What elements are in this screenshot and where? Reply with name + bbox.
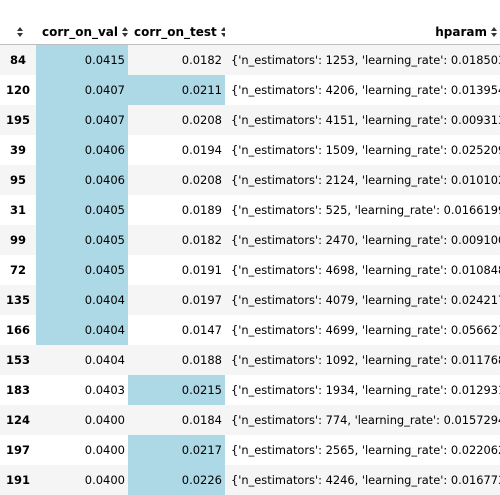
cell-hparam: {'n_estimators': 525, 'learning_rate': 0… [231, 202, 500, 217]
column-header-corr-on-test[interactable]: corr_on_test [128, 19, 225, 45]
row-index: 39 [9, 142, 26, 157]
cell-hparam: {'n_estimators': 1253, 'learning_rate': … [231, 52, 500, 67]
table-row: 31 0.0405 0.0189 {'n_estimators': 525, 'lea… [0, 194, 500, 225]
index-column-header[interactable] [0, 19, 36, 45]
cell-corr-on-val: 0.0407 [36, 104, 128, 135]
cell-corr-on-val: 0.0404 [84, 352, 125, 367]
column-header-label: corr_on_val [42, 24, 119, 39]
cell-corr-on-val: 0.0405 [36, 224, 128, 255]
column-header-corr-on-val[interactable]: corr_on_val [36, 19, 128, 45]
row-index: 120 [5, 82, 30, 97]
table-row: 120 0.0407 0.0211 {'n_estimators': 4206, 'l… [0, 74, 500, 105]
cell-corr-on-test: 0.0215 [128, 374, 225, 405]
cell-hparam: {'n_estimators': 2124, 'learning_rate': … [231, 172, 500, 187]
cell-corr-on-test: 0.0226 [128, 464, 225, 495]
table-row: 84 0.0415 0.0182 {'n_estimators': 1253, 'le… [0, 44, 500, 75]
cell-corr-on-val: 0.0406 [36, 134, 128, 165]
cell-corr-on-val: 0.0403 [84, 382, 125, 397]
cell-hparam: {'n_estimators': 4699, 'learning_rate': … [231, 322, 500, 337]
table-row: 124 0.0400 0.0184 {'n_estimators': 774, 'le… [0, 404, 500, 435]
column-header-hparam[interactable]: hparam [225, 19, 500, 45]
cell-corr-on-val: 0.0407 [36, 74, 128, 105]
table-body: 84 0.0415 0.0182 {'n_estimators': 1253, 'le… [0, 44, 500, 495]
row-index: 135 [5, 292, 30, 307]
column-header-label: hparam [435, 24, 487, 39]
cell-corr-on-test: 0.0188 [181, 352, 222, 367]
cell-hparam: {'n_estimators': 1509, 'learning_rate': … [231, 142, 500, 157]
row-index: 166 [5, 322, 30, 337]
table-row: 153 0.0404 0.0188 {'n_estimators': 1092, 'l… [0, 344, 500, 375]
table-row: 195 0.0407 0.0208 {'n_estimators': 4151, 'l… [0, 104, 500, 135]
table-row: 95 0.0406 0.0208 {'n_estimators': 2124, 'le… [0, 164, 500, 195]
sort-icon[interactable] [220, 26, 225, 37]
cell-hparam: {'n_estimators': 1934, 'learning_rate': … [231, 382, 500, 397]
cell-corr-on-test: 0.0184 [181, 412, 222, 427]
table-row: 166 0.0404 0.0147 {'n_estimators': 4699, 'l… [0, 314, 500, 345]
table-row: 99 0.0405 0.0182 {'n_estimators': 2470, 'le… [0, 224, 500, 255]
row-index: 191 [5, 472, 30, 487]
cell-corr-on-test: 0.0147 [181, 322, 222, 337]
row-index: 195 [5, 112, 30, 127]
cell-corr-on-val: 0.0405 [36, 254, 128, 285]
cell-corr-on-test: 0.0191 [181, 262, 222, 277]
cell-corr-on-val: 0.0404 [36, 284, 128, 315]
row-index: 153 [5, 352, 30, 367]
cell-corr-on-test: 0.0194 [181, 142, 222, 157]
cell-corr-on-val: 0.0406 [36, 164, 128, 195]
cell-corr-on-test: 0.0182 [181, 52, 222, 67]
row-index: 124 [5, 412, 30, 427]
table-header: corr_on_val corr_on_test hparam [0, 19, 500, 45]
column-header-label: corr_on_test [134, 24, 217, 39]
table-row: 191 0.0400 0.0226 {'n_estimators': 4246, 'l… [0, 464, 500, 495]
row-index: 95 [9, 172, 26, 187]
cell-corr-on-test: 0.0208 [181, 172, 222, 187]
row-index: 31 [9, 202, 26, 217]
table-row: 197 0.0400 0.0217 {'n_estimators': 2565, 'l… [0, 434, 500, 465]
cell-corr-on-val: 0.0415 [36, 44, 128, 75]
table-row: 183 0.0403 0.0215 {'n_estimators': 1934, 'l… [0, 374, 500, 405]
sort-icon[interactable] [491, 26, 498, 37]
sort-icon[interactable] [122, 26, 128, 37]
cell-hparam: {'n_estimators': 4206, 'learning_rate': … [231, 82, 500, 97]
cell-corr-on-val: 0.0400 [84, 472, 125, 487]
table-row: 72 0.0405 0.0191 {'n_estimators': 4698, 'le… [0, 254, 500, 285]
cell-hparam: {'n_estimators': 1092, 'learning_rate': … [231, 352, 500, 367]
table-row: 39 0.0406 0.0194 {'n_estimators': 1509, 'le… [0, 134, 500, 165]
cell-hparam: {'n_estimators': 2470, 'learning_rate': … [231, 232, 500, 247]
cell-hparam: {'n_estimators': 4079, 'learning_rate': … [231, 292, 500, 307]
row-index: 99 [9, 232, 26, 247]
cell-corr-on-test: 0.0189 [181, 202, 222, 217]
table-row: 135 0.0404 0.0197 {'n_estimators': 4079, 'l… [0, 284, 500, 315]
row-index: 197 [5, 442, 30, 457]
cell-hparam: {'n_estimators': 2565, 'learning_rate': … [231, 442, 500, 457]
cell-hparam: {'n_estimators': 4151, 'learning_rate': … [231, 112, 500, 127]
cell-corr-on-test: 0.0211 [128, 74, 225, 105]
row-index: 84 [9, 52, 26, 67]
cell-corr-on-val: 0.0400 [84, 442, 125, 457]
cell-hparam: {'n_estimators': 4246, 'learning_rate': … [231, 472, 500, 487]
cell-corr-on-test: 0.0197 [181, 292, 222, 307]
header-row: corr_on_val corr_on_test hparam [0, 19, 500, 45]
cell-corr-on-val: 0.0400 [84, 412, 125, 427]
cell-corr-on-test: 0.0217 [128, 434, 225, 465]
results-table: corr_on_val corr_on_test hparam 84 0.0415… [0, 19, 500, 495]
cell-corr-on-val: 0.0405 [36, 194, 128, 225]
cell-corr-on-val: 0.0404 [36, 314, 128, 345]
row-index: 72 [9, 262, 26, 277]
cell-hparam: {'n_estimators': 4698, 'learning_rate': … [231, 262, 500, 277]
row-index: 183 [5, 382, 30, 397]
cell-corr-on-test: 0.0182 [181, 232, 222, 247]
sort-icon[interactable] [16, 26, 24, 37]
cell-corr-on-test: 0.0208 [181, 112, 222, 127]
cell-hparam: {'n_estimators': 774, 'learning_rate': 0… [231, 412, 500, 427]
